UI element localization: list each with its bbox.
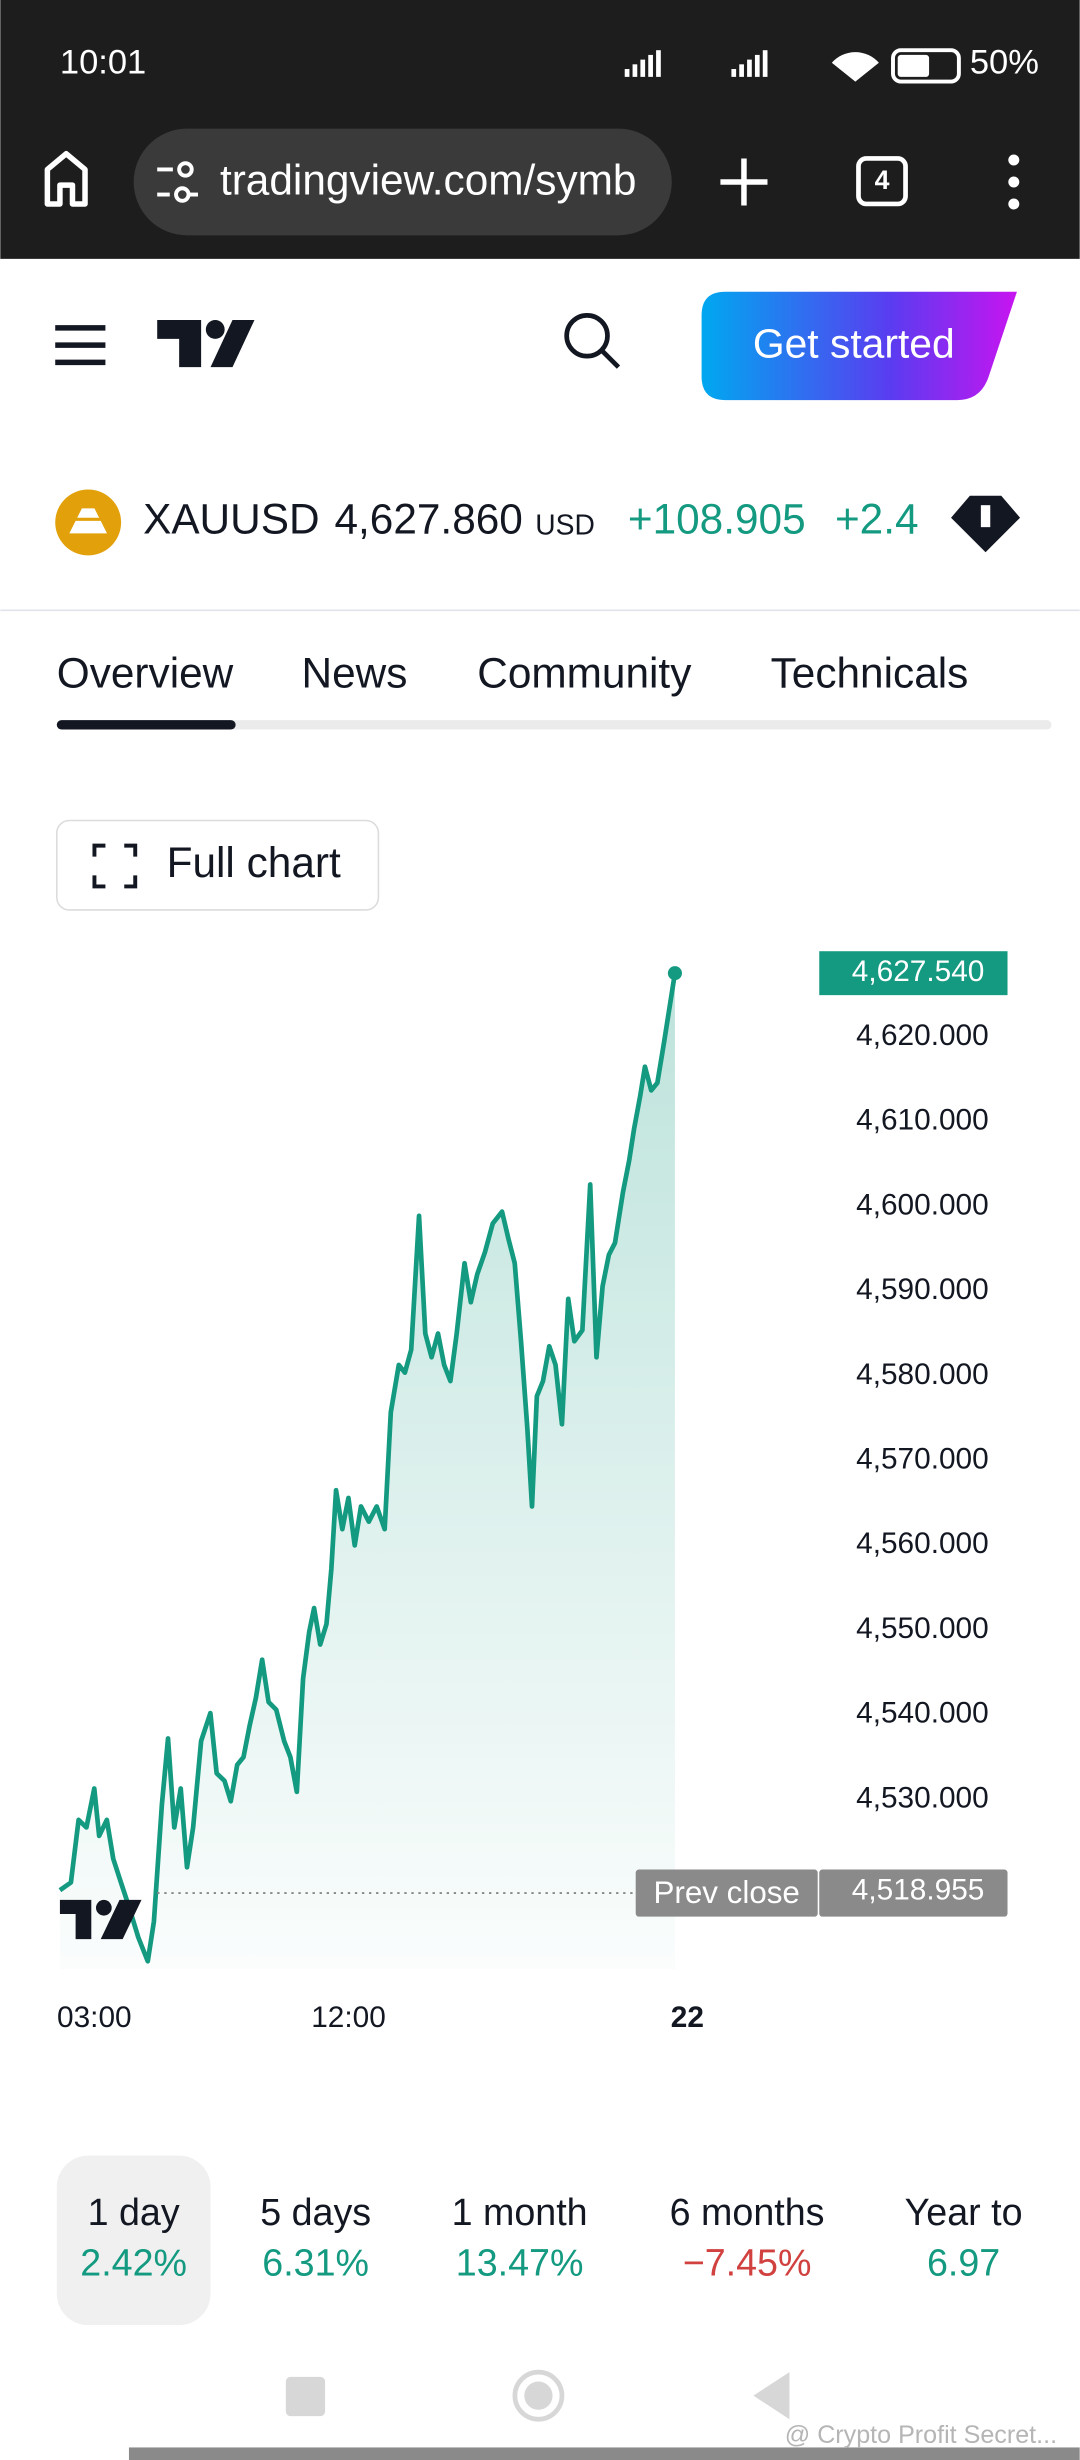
- home-button[interactable]: [44, 151, 88, 207]
- price-line: [58, 972, 678, 1964]
- period-change: 6.31%: [262, 2241, 369, 2283]
- y-tick-label: 4,530.000: [856, 1781, 989, 1814]
- y-tick-label: 4,590.000: [856, 1273, 989, 1306]
- period-change: −7.45%: [683, 2241, 812, 2283]
- period-change: 13.47%: [456, 2241, 584, 2283]
- scrollbar: [128, 2447, 1080, 2460]
- tabs: Overview News Community Technicals: [57, 649, 969, 696]
- nav-back[interactable]: [753, 2372, 790, 2420]
- watermark: @ Crypto Profit Secret...: [785, 2421, 1057, 2449]
- new-tab-button[interactable]: [720, 158, 768, 206]
- site-settings-icon[interactable]: [157, 161, 198, 203]
- period-label[interactable]: 5 days: [260, 2191, 371, 2233]
- period-label[interactable]: 1 month: [452, 2191, 588, 2233]
- tab[interactable]: Overview: [57, 649, 234, 696]
- cta-label: Get started: [753, 321, 955, 367]
- full-chart-label: Full chart: [167, 839, 341, 886]
- y-tick-label: 4,580.000: [856, 1358, 989, 1391]
- tab-count: 4: [875, 165, 890, 195]
- nav-home[interactable]: [512, 2369, 565, 2422]
- tab[interactable]: News: [302, 649, 408, 696]
- y-tick-label: 4,560.000: [856, 1527, 989, 1560]
- clock: 10:01: [60, 43, 146, 81]
- y-tick-label: 4,570.000: [856, 1443, 989, 1476]
- period-selected-bg: [56, 2155, 211, 2326]
- url: tradingview.com/symb: [220, 157, 637, 204]
- tab-switcher[interactable]: [856, 156, 908, 207]
- x-tick-label: 12:00: [311, 2001, 386, 2034]
- prev-close-tag: [635, 1869, 818, 1917]
- last-price-label: 4,627.540: [852, 955, 985, 988]
- x-tick-label: 03:00: [57, 2001, 132, 2034]
- prev-close-label: Prev close: [653, 1875, 799, 1910]
- tab[interactable]: Technicals: [771, 649, 969, 696]
- last-point: [667, 966, 682, 981]
- last-price-box: [819, 951, 1008, 996]
- tab-indicator: [56, 720, 236, 730]
- tab-track: [56, 720, 1052, 730]
- nav-recents[interactable]: [285, 2376, 326, 2417]
- battery-level: 50%: [970, 43, 1039, 81]
- prev-close-value-box: [819, 1869, 1008, 1917]
- chart-watermark-logo: [59, 1899, 142, 1940]
- price-change-percent: +2.4: [835, 496, 919, 543]
- y-tick-label: 4,620.000: [856, 1019, 989, 1052]
- period-change: 2.42%: [80, 2241, 187, 2283]
- price-change: +108.905: [628, 496, 806, 543]
- y-tick-label: 4,540.000: [856, 1697, 989, 1730]
- gold-bars: [69, 508, 107, 534]
- hamburger-menu[interactable]: [55, 325, 106, 366]
- get-started-button[interactable]: [701, 291, 1017, 401]
- y-tick-label: 4,550.000: [856, 1612, 989, 1645]
- tradingview-logo[interactable]: [157, 320, 255, 368]
- signal-icons: [624, 48, 961, 84]
- currency: USD: [535, 509, 595, 541]
- y-tick-label: 4,600.000: [856, 1188, 989, 1221]
- price-chart: 4,620.000 4,610.000 4,600.000 4,590.000 4,58…: [57, 951, 1008, 2034]
- prev-close-value: 4,518.955: [852, 1873, 985, 1906]
- ticker: XAUUSD: [143, 496, 319, 543]
- tab[interactable]: Community: [477, 649, 692, 696]
- price: 4,627.860: [334, 496, 522, 543]
- fullscreen-icon: [92, 843, 138, 889]
- period-change: 6.97: [927, 2241, 1000, 2283]
- pro-badge-glyph: [980, 505, 991, 528]
- menu-button[interactable]: [1008, 154, 1020, 210]
- period-selector: 1 day 2.42% 5 days 6.31% 1 month 13.47% 6 mont…: [80, 2191, 1022, 2283]
- y-tick-label: 4,610.000: [856, 1104, 989, 1137]
- x-tick-label: 22: [671, 2001, 704, 2034]
- price-area: [59, 973, 675, 1969]
- period-label[interactable]: Year to: [905, 2191, 1023, 2233]
- search-button[interactable]: [564, 312, 621, 369]
- period-label[interactable]: 1 day: [88, 2191, 180, 2233]
- nav-home-dot: [524, 2381, 553, 2410]
- period-label[interactable]: 6 months: [670, 2191, 825, 2233]
- address-bar[interactable]: [133, 128, 672, 236]
